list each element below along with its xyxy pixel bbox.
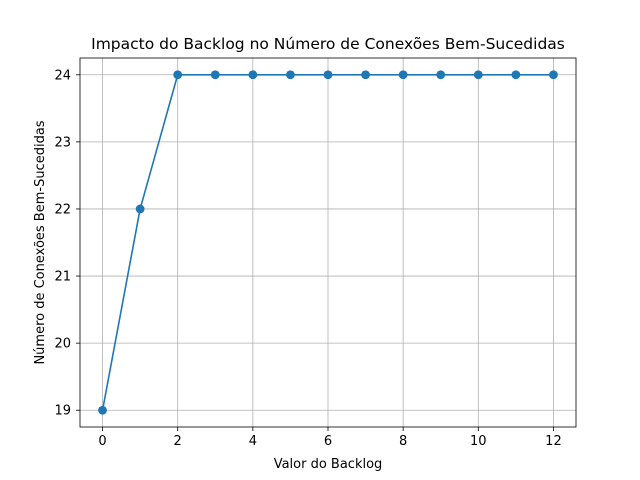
x-tick-label: 12 xyxy=(545,434,562,449)
y-tick-label: 22 xyxy=(54,202,71,217)
grid xyxy=(80,58,576,427)
data-point xyxy=(135,204,145,214)
y-tick-label: 24 xyxy=(54,68,71,83)
y-tick-label: 23 xyxy=(54,135,71,150)
data-point xyxy=(173,70,183,80)
x-axis-ticks: 0 2 4 6 8 10 12 xyxy=(98,427,562,449)
x-tick-label: 6 xyxy=(324,434,332,449)
data-point xyxy=(361,70,370,80)
data-point xyxy=(511,70,521,80)
x-tick-label: 8 xyxy=(399,434,407,449)
x-tick-label: 2 xyxy=(174,434,182,449)
data-point xyxy=(248,70,258,80)
data-point xyxy=(473,70,483,80)
data-point xyxy=(98,405,107,415)
x-axis-label: Valor do Backlog xyxy=(274,457,383,472)
y-tick-label: 21 xyxy=(54,270,71,285)
data-point xyxy=(323,70,333,80)
y-axis-ticks: 19 20 21 22 23 24 xyxy=(54,68,80,419)
data-point xyxy=(398,70,408,80)
y-axis-label: Número de Conexões Bem-Sucedidas xyxy=(33,120,48,364)
x-tick-label: 4 xyxy=(249,434,257,449)
x-tick-label: 10 xyxy=(470,434,487,449)
y-tick-label: 19 xyxy=(54,404,71,419)
data-point xyxy=(436,70,446,80)
series-layer xyxy=(98,70,558,415)
y-tick-label: 20 xyxy=(54,337,71,352)
data-point xyxy=(210,70,220,80)
chart-title: Impacto do Backlog no Número de Conexões… xyxy=(91,35,565,53)
data-point xyxy=(549,70,558,80)
x-tick-label: 0 xyxy=(98,434,106,449)
data-point xyxy=(286,70,295,80)
